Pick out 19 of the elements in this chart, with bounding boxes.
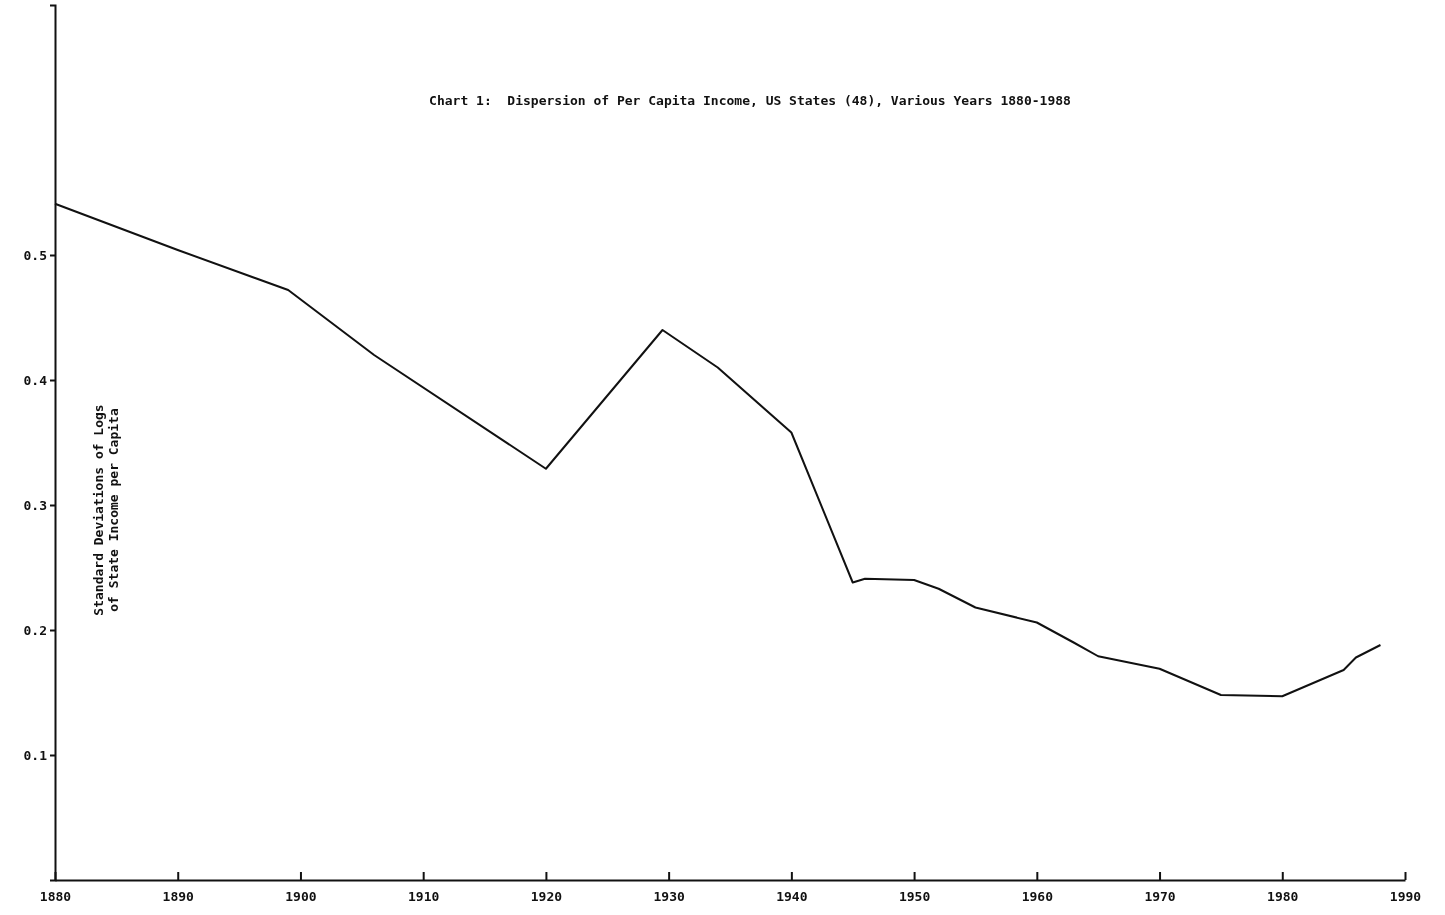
x-tick-label: 1910 <box>408 889 440 905</box>
x-tick-label: 1990 <box>1389 889 1422 905</box>
x-tick-label: 1960 <box>1021 889 1054 905</box>
y-tick-label: 0.2 <box>23 622 47 638</box>
x-tick-label: 1950 <box>898 889 931 905</box>
y-axis-title: Standard Deviations of Logs of State Income per Capita <box>91 404 121 616</box>
x-tick-label: 1940 <box>776 889 808 905</box>
x-tick-label: 1880 <box>39 889 72 905</box>
y-tick-label: 0.1 <box>23 747 48 763</box>
y-tick-label: 0.3 <box>23 497 47 513</box>
x-tick-label: 1890 <box>162 889 195 905</box>
x-tick-label: 1980 <box>1267 889 1299 905</box>
y-tick-label: 0.5 <box>23 247 47 263</box>
text: Chart 1: Dispersion of Per Capita Income, US States (48), Various Years 1880-1988 <box>429 93 1072 108</box>
x-tick-label: 1920 <box>530 889 563 905</box>
y-tick-label: 0.4 <box>23 372 48 388</box>
x-tick-label: 1930 <box>653 889 685 905</box>
x-tick-label: 1970 <box>1144 889 1176 905</box>
x-tick-label: 1900 <box>285 889 317 905</box>
